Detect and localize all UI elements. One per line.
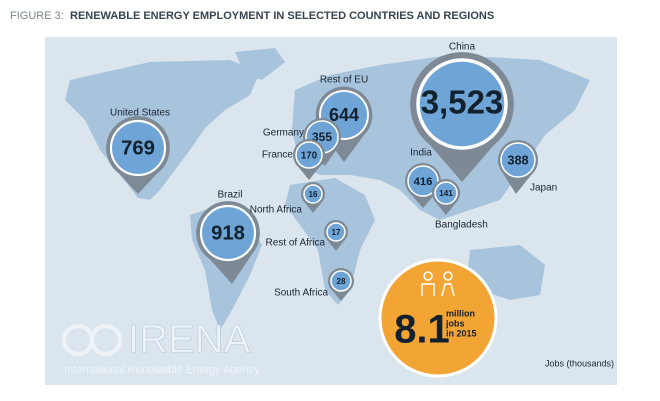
pin-value: 141 (439, 189, 453, 198)
pin: 16 (301, 182, 325, 213)
pin-core (326, 222, 346, 242)
logo-ring (90, 324, 122, 356)
total-caption: in 2015 (446, 328, 477, 338)
pin-label: United States (110, 108, 170, 119)
pin-value: 769 (121, 137, 155, 159)
pin-core (407, 165, 439, 197)
pin-label: Rest of Africa (266, 238, 326, 249)
logo-subtitle: International Renewable Energy Agency (64, 364, 260, 376)
irena-logo: IRENA International Renewable Energy Age… (62, 317, 260, 376)
logo-name: IRENA (128, 318, 251, 362)
pin-core (330, 270, 352, 292)
pin-value: 28 (337, 277, 346, 286)
pin-label: South Africa (274, 288, 328, 299)
pin-value: 355 (312, 130, 332, 144)
pin-core (500, 142, 536, 178)
pin-label: Rest of EU (320, 75, 368, 86)
pin-value: 17 (332, 228, 341, 237)
total-circle (378, 258, 498, 378)
pin-label: Brazil (217, 190, 242, 201)
pin-value: 3,523 (421, 84, 504, 121)
total-value: 8.1 (394, 308, 450, 352)
pin-core (199, 204, 257, 262)
pin-core (303, 184, 323, 204)
pin-core (295, 141, 323, 169)
figure-title: RENEWABLE ENERGY EMPLOYMENT IN SELECTED … (70, 10, 494, 22)
pin-value: 918 (211, 222, 245, 244)
pin: 3,523 (410, 52, 514, 182)
pin-label: Japan (530, 183, 557, 194)
pin: 918 (196, 201, 260, 284)
pin-value: 416 (414, 176, 433, 188)
pin-core (109, 119, 167, 177)
total-caption: million (446, 308, 475, 318)
pin: 388 (497, 139, 539, 194)
pin-value: 16 (309, 190, 318, 199)
pin-label: North Africa (250, 205, 303, 216)
pin-value: 644 (329, 105, 359, 125)
pin-core (434, 181, 458, 205)
pin-label: China (449, 42, 476, 53)
people-icon (421, 271, 455, 297)
figure-prefix: FIGURE 3: (10, 10, 64, 22)
pin: 170 (293, 139, 325, 180)
pin: 141 (432, 179, 460, 215)
pin-value: 388 (507, 152, 528, 167)
pin-value: 170 (301, 151, 318, 162)
pin-core (416, 58, 508, 150)
pin-label: Bangladesh (435, 220, 488, 231)
pin: 28 (328, 268, 354, 301)
pin: 769 (106, 116, 170, 194)
unit-note: Jobs (thousands) (545, 358, 614, 368)
pin: 17 (324, 220, 348, 251)
pin: 416 (405, 163, 441, 208)
greenland (235, 48, 285, 80)
pin-label: Germany (263, 128, 304, 139)
total-caption: jobs (445, 318, 465, 328)
pin-label: India (410, 148, 432, 159)
pin-label: France (262, 150, 294, 161)
